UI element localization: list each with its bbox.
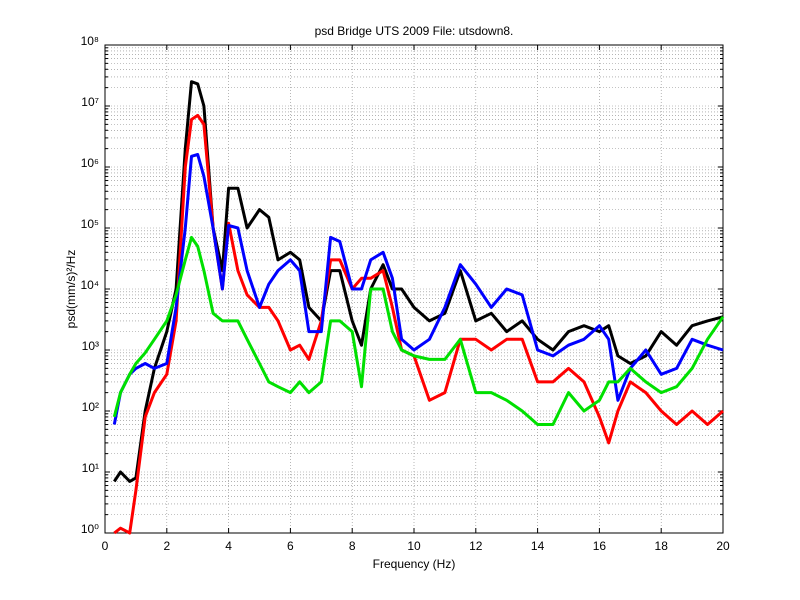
series-line bbox=[112, 153, 724, 425]
x-tick-label: 14 bbox=[531, 539, 545, 553]
y-tick-label: 10⁸ bbox=[81, 34, 99, 48]
y-tick-label: 10¹ bbox=[82, 461, 99, 475]
x-tick-label: 4 bbox=[225, 539, 232, 553]
x-tick-label: 18 bbox=[655, 539, 669, 553]
x-tick-label: 20 bbox=[716, 539, 730, 553]
x-tick-label: 0 bbox=[102, 539, 109, 553]
plot-frame bbox=[104, 44, 724, 534]
x-tick-label: 16 bbox=[593, 539, 607, 553]
x-axis-label: Frequency (Hz) bbox=[373, 557, 456, 571]
x-tick-label: 6 bbox=[287, 539, 294, 553]
series-line bbox=[113, 113, 724, 535]
y-tick-label: 10⁷ bbox=[81, 95, 99, 109]
y-tick-label: 10⁰ bbox=[81, 522, 99, 536]
x-tick-label: 10 bbox=[407, 539, 421, 553]
y-tick-label: 10³ bbox=[82, 339, 99, 353]
x-tick-label: 8 bbox=[349, 539, 356, 553]
chart-title: psd Bridge UTS 2009 File: utsdown8. bbox=[315, 24, 514, 38]
y-tick-label: 10⁵ bbox=[81, 217, 99, 231]
series-line bbox=[112, 235, 725, 426]
y-tick-label: 10² bbox=[82, 400, 99, 414]
y-axis-label: psd(mm/s)²/Hz bbox=[64, 250, 78, 329]
y-tick-label: 10⁶ bbox=[81, 156, 99, 170]
x-tick-label: 2 bbox=[163, 539, 170, 553]
y-tick-label: 10⁴ bbox=[80, 278, 99, 292]
x-tick-label: 12 bbox=[469, 539, 483, 553]
